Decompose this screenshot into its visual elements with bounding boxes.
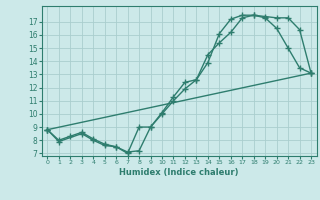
X-axis label: Humidex (Indice chaleur): Humidex (Indice chaleur): [119, 168, 239, 177]
